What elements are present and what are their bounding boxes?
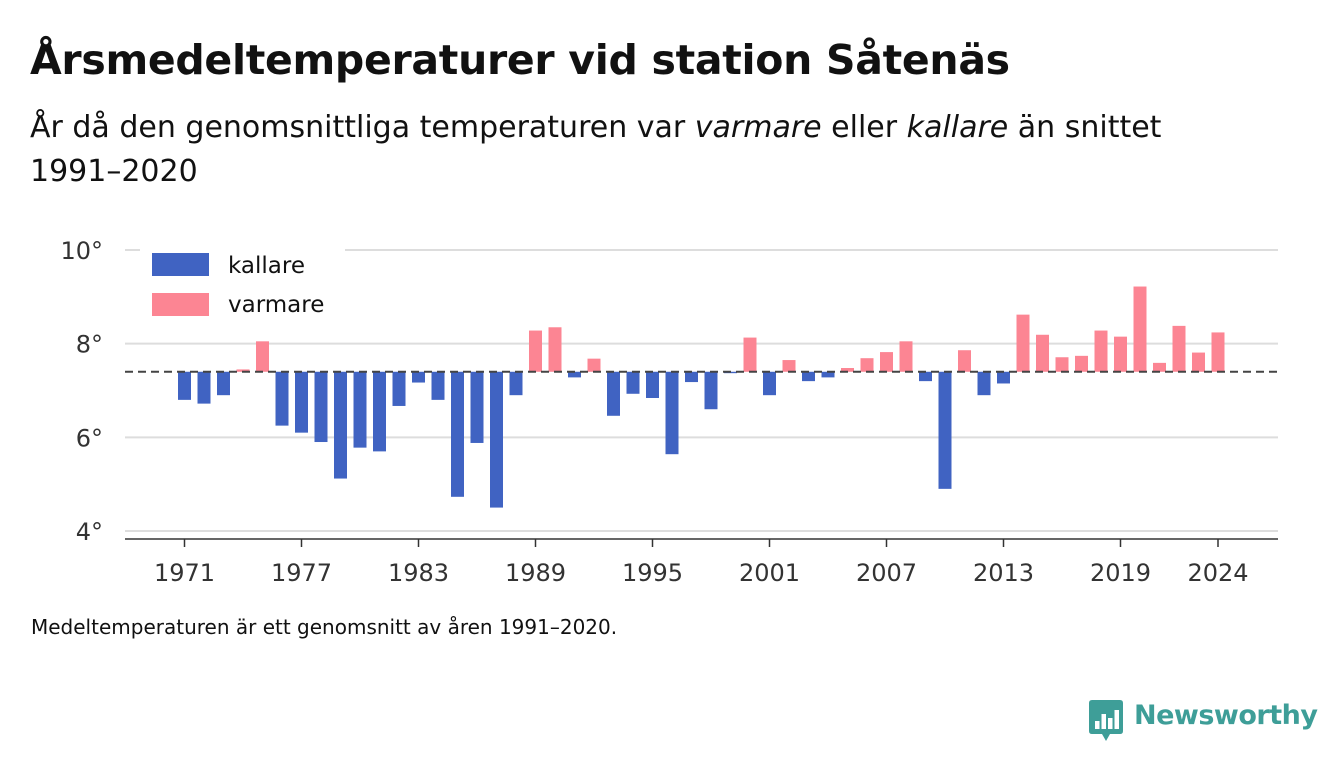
- y-tick-label-8: 8°: [76, 331, 103, 359]
- bar-2014: [1016, 314, 1030, 372]
- bar-2013: [997, 371, 1010, 384]
- bar-2018: [1094, 330, 1108, 372]
- y-tick-label-4: 4°: [76, 518, 103, 546]
- bar-1989: [529, 330, 542, 372]
- bar-2020: [1133, 286, 1147, 372]
- subtitle-warmer: varmare: [694, 110, 822, 145]
- legend-label-kallare: kallare: [228, 253, 305, 279]
- bar-2007: [880, 352, 893, 372]
- bar-2012: [977, 371, 991, 396]
- brand-name: Newsworthy: [1134, 700, 1318, 731]
- y-tick-label-10: 10°: [60, 237, 103, 265]
- bar-1985: [451, 371, 464, 497]
- x-tick-label-1983: 1983: [388, 559, 449, 587]
- bar-1974: [236, 369, 250, 372]
- bar-2015: [1036, 334, 1049, 372]
- bar-2022: [1172, 325, 1186, 372]
- bar-2019: [1114, 336, 1127, 372]
- chart-subtitle: År då den genomsnittliga temperaturen va…: [30, 110, 1162, 189]
- bar-1996: [665, 371, 679, 455]
- bar-2006: [860, 358, 874, 372]
- bar-1973: [217, 371, 230, 396]
- bar-2017: [1075, 355, 1088, 372]
- legend-swatch-kallare: [152, 253, 209, 276]
- bar-1979: [334, 371, 347, 479]
- temperature-bar-chart: 4° 6° 8° 10° 1971 1977 1983 1989 1995 2001 2007 20…: [60, 237, 1278, 587]
- x-tick-label-1977: 1977: [271, 559, 332, 587]
- legend: kallare varmare: [140, 240, 345, 326]
- bar-1991: [568, 371, 581, 378]
- bar-1987: [490, 371, 503, 508]
- x-axis-ticks: 1971 1977 1983 1989 1995 2001 2007 2013 2019 2024: [154, 539, 1249, 587]
- y-tick-label-6: 6°: [76, 424, 103, 452]
- bar-2002: [782, 360, 796, 372]
- bar-1986: [470, 371, 484, 443]
- legend-swatch-varmare: [152, 293, 209, 316]
- bar-1997: [685, 371, 698, 383]
- x-tick-label-2019: 2019: [1090, 559, 1151, 587]
- bar-1978: [314, 371, 328, 443]
- x-tick-label-1989: 1989: [505, 559, 566, 587]
- footnote: Medeltemperaturen är ett genomsnitt av å…: [31, 615, 618, 639]
- bar-2004: [821, 371, 835, 378]
- bar-1983: [412, 371, 425, 383]
- x-tick-label-1971: 1971: [154, 559, 215, 587]
- bar-2009: [919, 371, 932, 382]
- bar-1980: [353, 371, 367, 448]
- bar-2005: [841, 368, 854, 372]
- bar-2011: [958, 350, 971, 372]
- y-axis-labels: 4° 6° 8° 10°: [60, 237, 103, 546]
- x-tick-label-2013: 2013: [973, 559, 1034, 587]
- bar-1972: [197, 371, 211, 404]
- bar-2001: [763, 371, 776, 396]
- legend-label-varmare: varmare: [228, 292, 324, 318]
- bar-1981: [373, 371, 386, 452]
- x-tick-label-1995: 1995: [622, 559, 683, 587]
- bar-1982: [392, 371, 406, 406]
- bar-1984: [431, 371, 445, 400]
- bar-1994: [626, 371, 640, 394]
- bar-2023: [1192, 352, 1205, 372]
- bar-1998: [704, 371, 718, 410]
- newsworthy-logo[interactable]: Newsworthy: [1088, 699, 1318, 743]
- bars: [178, 286, 1225, 508]
- bar-1977: [295, 371, 308, 433]
- subtitle-colder: kallare: [906, 110, 1009, 145]
- bar-chart-badge-icon: [1089, 700, 1123, 741]
- bar-2016: [1055, 357, 1069, 372]
- bar-1975: [256, 341, 269, 372]
- bar-1988: [509, 371, 523, 396]
- bar-1971: [178, 371, 191, 400]
- x-tick-label-2007: 2007: [856, 559, 917, 587]
- x-tick-label-2001: 2001: [739, 559, 800, 587]
- bar-1993: [607, 371, 620, 416]
- bar-2024: [1211, 332, 1225, 372]
- bar-1995: [646, 371, 659, 398]
- bar-1976: [275, 371, 289, 426]
- x-tick-label-2024: 2024: [1187, 559, 1248, 587]
- bar-1990: [548, 327, 562, 372]
- bar-1992: [587, 358, 601, 372]
- bar-2003: [802, 371, 815, 382]
- chart-title: Årsmedeltemperaturer vid station Såtenäs: [30, 36, 1010, 84]
- bar-2000: [743, 337, 757, 372]
- bar-2008: [899, 341, 913, 372]
- bar-2021: [1153, 362, 1166, 372]
- bar-2010: [938, 371, 952, 489]
